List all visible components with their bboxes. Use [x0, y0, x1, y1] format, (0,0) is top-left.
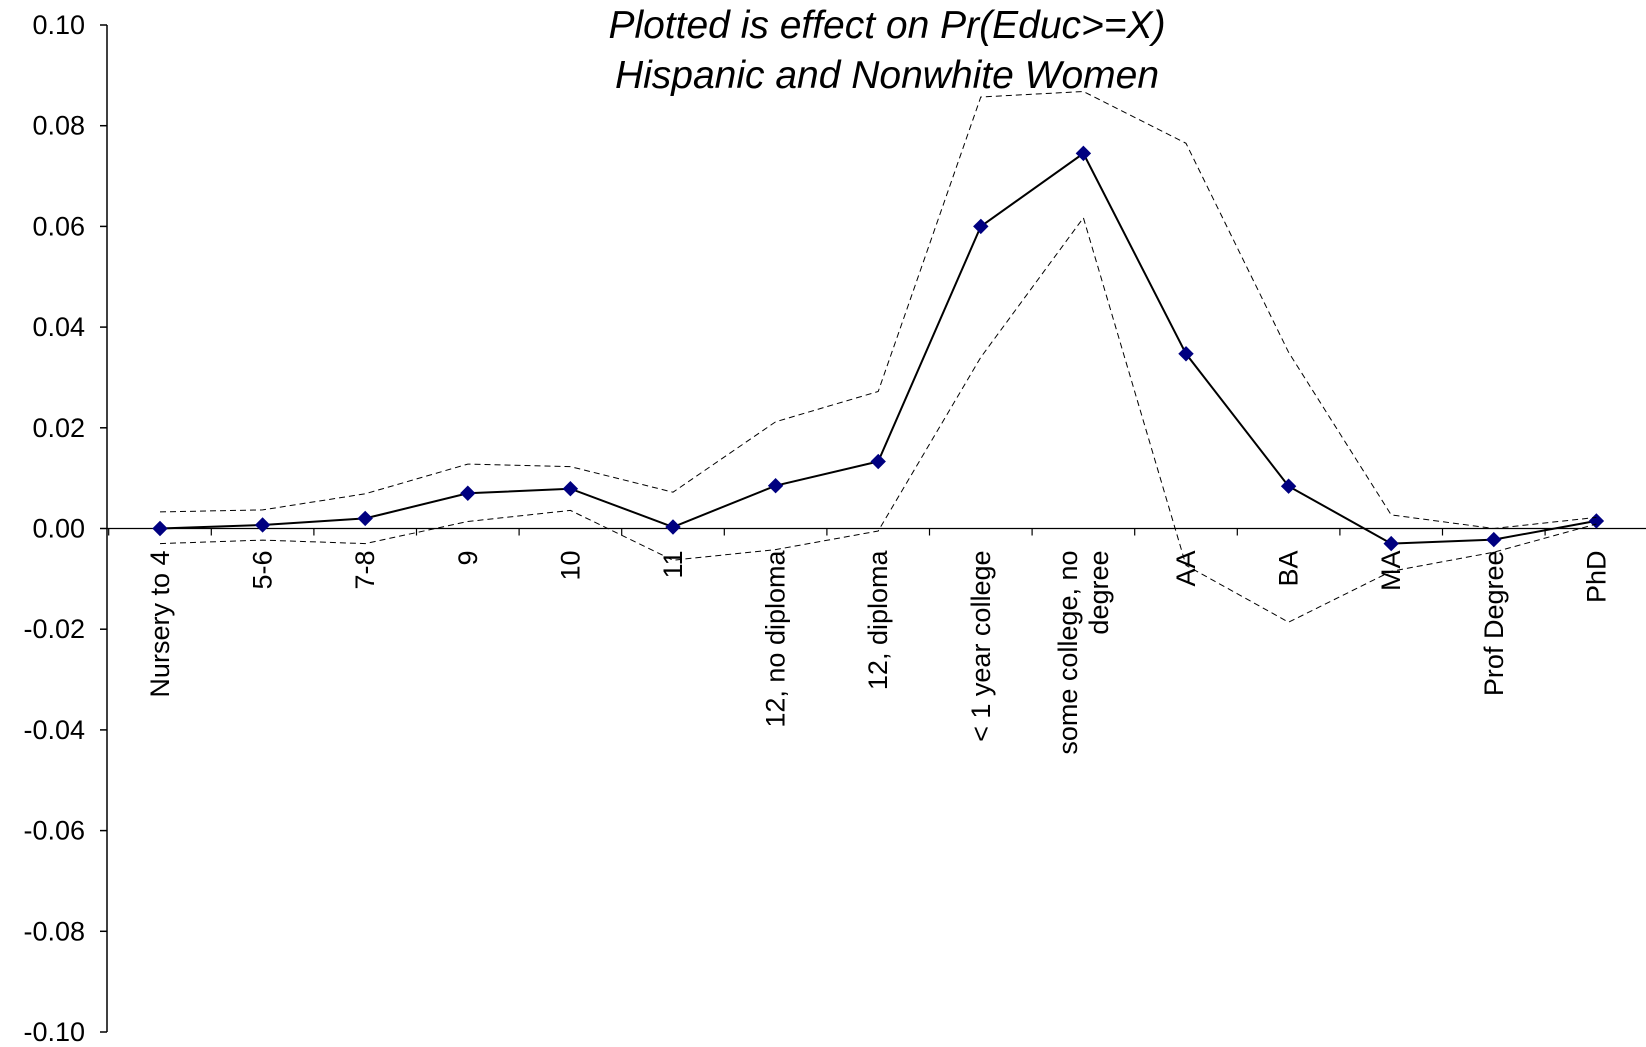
data-point-marker — [1178, 346, 1194, 362]
data-point-marker — [870, 453, 886, 470]
x-category-label-line: 7-8 — [350, 551, 380, 590]
data-point-marker — [254, 517, 271, 533]
data-point-marker — [357, 510, 373, 527]
y-tick-label: 0.06 — [32, 211, 85, 241]
x-category-label: some college, nodegree — [1053, 551, 1114, 755]
y-tick-label: 0.02 — [32, 413, 85, 443]
x-category-label-line: some college, no — [1053, 551, 1083, 755]
x-category-label: MA — [1376, 551, 1406, 592]
x-category-label-line: Nursery to 4 — [145, 551, 175, 698]
chart-subtitle: Hispanic and Nonwhite Women — [615, 54, 1159, 97]
data-point-marker — [1075, 145, 1092, 162]
x-category-label: Prof Degree — [1479, 551, 1509, 697]
x-category-label: 11 — [658, 551, 688, 579]
x-category-label-line: 9 — [453, 551, 483, 566]
upper-bound-line — [159, 90, 1597, 530]
plot-area — [152, 90, 1605, 623]
data-point-marker — [562, 481, 579, 497]
data-point-marker — [767, 477, 784, 494]
x-category-label: 12, diploma — [863, 550, 893, 691]
x-category-label-line: 5-6 — [248, 551, 278, 590]
y-tick-label: 0.08 — [32, 111, 85, 141]
y-tick-label: -0.08 — [23, 916, 85, 946]
data-point-marker — [665, 519, 681, 535]
data-point-marker — [973, 218, 989, 235]
y-tick-label: 0.10 — [32, 10, 85, 40]
data-point-marker — [460, 485, 476, 501]
x-category-label: < 1 year college — [966, 551, 996, 742]
data-point-marker — [152, 520, 168, 537]
data-point-marker — [1280, 478, 1297, 494]
x-category-label-line: BA — [1274, 551, 1304, 587]
y-tick-label: 0.04 — [32, 312, 85, 342]
x-category-label-line: degree — [1084, 551, 1114, 635]
y-tick-label: -0.10 — [23, 1017, 85, 1047]
chart-title: Plotted is effect on Pr(Educ>=X) — [608, 4, 1165, 47]
x-category-label: Nursery to 4 — [145, 551, 175, 698]
x-category-label-line: 10 — [555, 551, 585, 581]
x-category-label-line: PhD — [1581, 551, 1611, 604]
x-category-label-line: < 1 year college — [966, 551, 996, 742]
x-category-label-line: 12, no diploma — [761, 550, 791, 728]
y-tick-label: 0.00 — [32, 514, 85, 544]
lower-bound-line — [159, 216, 1597, 623]
x-category-label: PhD — [1581, 551, 1611, 604]
y-tick-label: -0.06 — [23, 816, 85, 846]
y-tick-label: -0.04 — [23, 715, 85, 745]
x-category-label: BA — [1274, 551, 1304, 587]
data-point-marker — [1383, 535, 1399, 552]
x-category-label-line: AA — [1171, 551, 1201, 587]
data-point-marker — [1588, 513, 1605, 529]
x-category-label-line: 11 — [658, 551, 688, 579]
x-category-label: 9 — [453, 551, 483, 566]
x-category-label: 7-8 — [350, 551, 380, 590]
x-category-label: AA — [1171, 551, 1201, 587]
x-category-label-line: 12, diploma — [863, 550, 893, 691]
axes: 0.10 0.08 0.06 0.04 0.02 0.00 -0.02 -0.04 -0.06 -… — [23, 10, 1646, 1047]
x-category-label-line: Prof Degree — [1479, 551, 1509, 697]
estimate-line — [159, 151, 1597, 545]
x-category-label: 10 — [555, 551, 585, 581]
x-category-label: 12, no diploma — [761, 550, 791, 728]
data-point-marker — [1486, 531, 1502, 548]
x-category-label-line: MA — [1376, 551, 1406, 592]
y-tick-label: -0.02 — [23, 614, 85, 644]
x-category-label: 5-6 — [248, 551, 278, 590]
